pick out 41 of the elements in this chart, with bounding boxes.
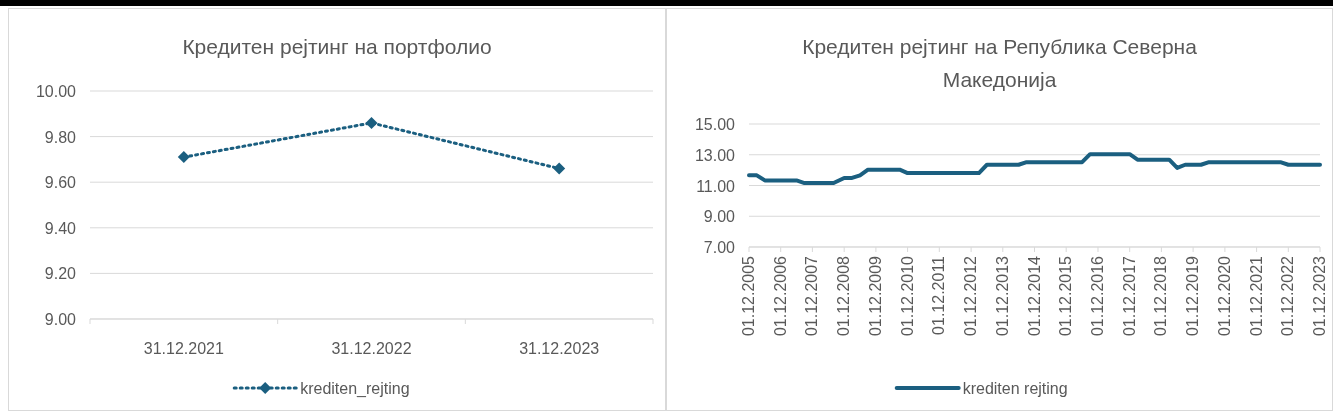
x-tick-label: 31.12.2023	[519, 340, 600, 357]
point	[365, 116, 378, 129]
y-tick-label: 9.00	[44, 311, 77, 328]
point	[177, 151, 190, 164]
x-tick-label: 01.12.2021	[1247, 255, 1265, 337]
x-tick-label: 31.12.2022	[331, 340, 412, 357]
y-tick-label: 9.80	[44, 128, 77, 146]
y-tick-label: 7.00	[703, 239, 736, 256]
y-tick-label: 15.00	[694, 116, 736, 133]
line-series	[747, 152, 1322, 186]
legend-label: krediten rejting	[962, 380, 1068, 397]
x-tick-label: 01.12.2008	[835, 255, 853, 337]
x-tick-label: 01.12.2016	[1088, 255, 1106, 337]
x-tick-label: 01.12.2005	[740, 255, 757, 337]
x-tick-label: 01.12.2013	[993, 255, 1011, 337]
x-tick-label: 01.12.2007	[803, 255, 821, 337]
x-tick-label: 31.12.2021	[143, 340, 224, 357]
x-tick-label: 01.12.2009	[866, 255, 884, 337]
x-tick-label: 01.12.2023	[1311, 255, 1328, 337]
x-tick-label: 01.12.2006	[771, 255, 789, 337]
x-tick-label: 01.12.2011	[930, 255, 948, 335]
x-tick-label: 01.12.2018	[1152, 255, 1170, 337]
y-tick-label: 13.00	[694, 146, 736, 164]
y-tick-label: 9.40	[44, 219, 77, 237]
y-tick-label: 9.00	[703, 208, 736, 226]
x-tick-label: 01.12.2010	[898, 255, 916, 337]
y-tick-label: 10.00	[35, 83, 77, 100]
chart-title: Кредитен рејтинг на Република Северна Македонија	[802, 35, 1198, 91]
x-tick-label: 01.12.2015	[1057, 255, 1075, 337]
y-tick-label: 9.20	[44, 265, 77, 283]
x-tick-label: 01.12.2017	[1120, 255, 1138, 337]
y-tick-label: 9.60	[44, 174, 77, 192]
x-tick-label: 01.12.2014	[1025, 255, 1043, 337]
x-tick-label: 01.12.2012	[962, 255, 980, 337]
x-tick-label: 01.12.2020	[1215, 255, 1233, 337]
legend-label: krediten_rejting	[300, 380, 410, 398]
x-tick-label: 01.12.2022	[1279, 255, 1297, 337]
point	[553, 162, 566, 175]
x-tick-label: 01.12.2019	[1184, 255, 1202, 337]
chart-title: Кредитен рејтинг на портфолио	[182, 35, 492, 58]
y-tick-label: 11.00	[696, 177, 736, 195]
